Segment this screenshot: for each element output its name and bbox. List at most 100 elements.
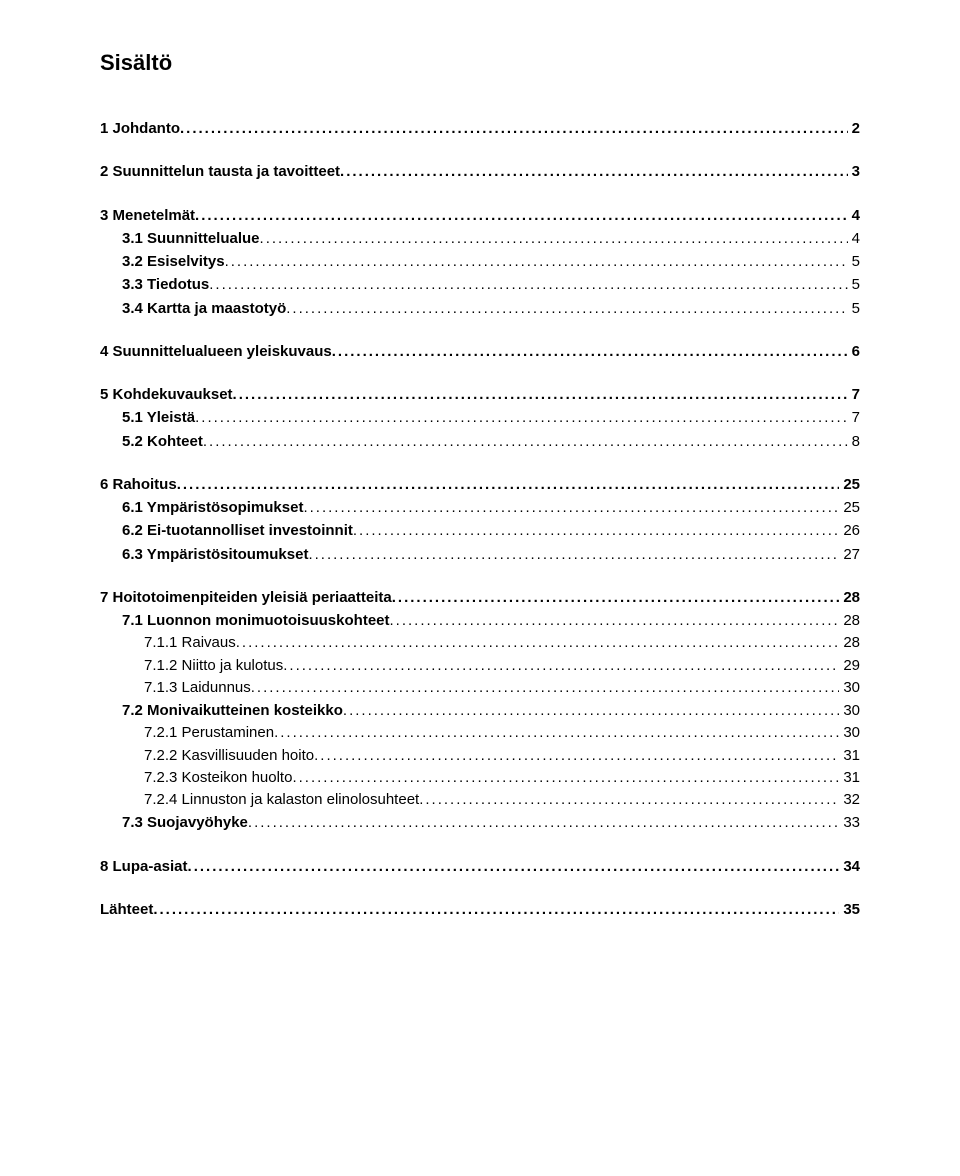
document-page: Sisältö 1 Johdanto 2 2 Suunnittelun taust… bbox=[0, 0, 960, 1176]
toc-entry-label: 7.2 Monivaikutteinen kosteikko bbox=[122, 702, 343, 719]
toc-entry-label: 6.3 Ympäristösitoumukset bbox=[122, 546, 308, 563]
toc-entry: 5.2 Kohteet 8 bbox=[122, 433, 860, 450]
toc-entry: 3.1 Suunnittelualue 4 bbox=[122, 230, 860, 247]
toc-leader-dots bbox=[195, 409, 848, 426]
toc-entry-page: 6 bbox=[848, 343, 860, 360]
toc-entry: 5 Kohdekuvaukset 7 bbox=[100, 386, 860, 403]
toc-entry-page: 3 bbox=[848, 163, 860, 180]
toc-entry-page: 30 bbox=[839, 702, 860, 719]
toc-leader-dots bbox=[195, 207, 848, 224]
toc-entry-label: 5.2 Kohteet bbox=[122, 433, 203, 450]
toc-entry-label: 3.4 Kartta ja maastotyö bbox=[122, 300, 286, 317]
toc-entry-page: 30 bbox=[839, 679, 860, 696]
toc-leader-dots bbox=[353, 522, 839, 539]
toc-leader-dots bbox=[203, 433, 848, 450]
toc-leader-dots bbox=[314, 747, 839, 764]
toc-entry-label: 7.2.2 Kasvillisuuden hoito bbox=[144, 747, 314, 764]
toc-entry-page: 34 bbox=[839, 858, 860, 875]
toc-entry-page: 5 bbox=[848, 253, 860, 270]
toc-leader-dots bbox=[283, 657, 839, 674]
toc-entry: 3.2 Esiselvitys 5 bbox=[122, 253, 860, 270]
toc-entry-page: 35 bbox=[839, 901, 860, 918]
toc-entry: 6.3 Ympäristösitoumukset 27 bbox=[122, 546, 860, 563]
toc-entry: 1 Johdanto 2 bbox=[100, 120, 860, 137]
toc-entry-label: 7.1 Luonnon monimuotoisuuskohteet bbox=[122, 612, 390, 629]
toc-leader-dots bbox=[225, 253, 848, 270]
toc-entry: 7.2.3 Kosteikon huolto 31 bbox=[144, 769, 860, 786]
toc-leader-dots bbox=[286, 300, 847, 317]
toc-entry: 5.1 Yleistä 7 bbox=[122, 409, 860, 426]
toc-entry-label: 7 Hoitotoimenpiteiden yleisiä periaattei… bbox=[100, 589, 392, 606]
toc-entry-page: 2 bbox=[848, 120, 860, 137]
toc-entry: 3 Menetelmät 4 bbox=[100, 207, 860, 224]
toc-entry-page: 5 bbox=[848, 276, 860, 293]
toc-entry-label: Lähteet bbox=[100, 901, 153, 918]
toc-leader-dots bbox=[153, 901, 839, 918]
toc-entry: Lähteet 35 bbox=[100, 901, 860, 918]
toc-entry: 3.3 Tiedotus 5 bbox=[122, 276, 860, 293]
toc-entry-label: 3 Menetelmät bbox=[100, 207, 195, 224]
toc-entry-page: 31 bbox=[839, 769, 860, 786]
toc-entry: 8 Lupa-asiat 34 bbox=[100, 858, 860, 875]
toc-entry-page: 26 bbox=[839, 522, 860, 539]
toc-leader-dots bbox=[260, 230, 848, 247]
toc-entry: 7 Hoitotoimenpiteiden yleisiä periaattei… bbox=[100, 589, 860, 606]
toc-entry: 4 Suunnittelualueen yleiskuvaus 6 bbox=[100, 343, 860, 360]
toc-entry-page: 8 bbox=[848, 433, 860, 450]
toc-entry-page: 28 bbox=[839, 634, 860, 651]
toc-entry-page: 7 bbox=[848, 409, 860, 426]
toc-entry: 6.1 Ympäristösopimukset 25 bbox=[122, 499, 860, 516]
toc-entry: 7.3 Suojavyöhyke 33 bbox=[122, 814, 860, 831]
toc-entry-page: 28 bbox=[839, 589, 860, 606]
toc-entry-label: 3.3 Tiedotus bbox=[122, 276, 209, 293]
toc-entry-label: 7.1.3 Laidunnus bbox=[144, 679, 251, 696]
toc-leader-dots bbox=[177, 476, 840, 493]
toc-entry-label: 3.1 Suunnittelualue bbox=[122, 230, 260, 247]
toc-leader-dots bbox=[251, 679, 840, 696]
toc-leader-dots bbox=[233, 386, 848, 403]
toc-entry: 6 Rahoitus 25 bbox=[100, 476, 860, 493]
toc-entry-label: 7.2.3 Kosteikon huolto bbox=[144, 769, 292, 786]
toc-entry-page: 27 bbox=[839, 546, 860, 563]
toc-leader-dots bbox=[274, 724, 839, 741]
toc-entry: 2 Suunnittelun tausta ja tavoitteet 3 bbox=[100, 163, 860, 180]
toc-leader-dots bbox=[248, 814, 839, 831]
toc-entry-label: 3.2 Esiselvitys bbox=[122, 253, 225, 270]
toc-entry-label: 6 Rahoitus bbox=[100, 476, 177, 493]
toc-leader-dots bbox=[419, 791, 839, 808]
toc-entry-label: 2 Suunnittelun tausta ja tavoitteet bbox=[100, 163, 340, 180]
table-of-contents: 1 Johdanto 2 2 Suunnittelun tausta ja tav… bbox=[100, 120, 860, 918]
toc-entry-label: 7.3 Suojavyöhyke bbox=[122, 814, 248, 831]
toc-entry-label: 7.2.4 Linnuston ja kalaston elinolosuhte… bbox=[144, 791, 419, 808]
toc-entry-page: 32 bbox=[839, 791, 860, 808]
toc-entry-label: 6.2 Ei-tuotannolliset investoinnit bbox=[122, 522, 353, 539]
toc-entry-label: 6.1 Ympäristösopimukset bbox=[122, 499, 303, 516]
toc-entry-page: 33 bbox=[839, 814, 860, 831]
toc-entry-label: 7.2.1 Perustaminen bbox=[144, 724, 274, 741]
toc-entry-page: 30 bbox=[839, 724, 860, 741]
toc-entry: 6.2 Ei-tuotannolliset investoinnit 26 bbox=[122, 522, 860, 539]
toc-entry-page: 25 bbox=[839, 476, 860, 493]
toc-entry-label: 7.1.2 Niitto ja kulotus bbox=[144, 657, 283, 674]
toc-leader-dots bbox=[292, 769, 839, 786]
toc-leader-dots bbox=[180, 120, 848, 137]
toc-entry: 7.2.1 Perustaminen 30 bbox=[144, 724, 860, 741]
toc-entry: 7.1.1 Raivaus 28 bbox=[144, 634, 860, 651]
page-title: Sisältö bbox=[100, 50, 860, 76]
toc-entry: 7.2 Monivaikutteinen kosteikko 30 bbox=[122, 702, 860, 719]
toc-entry-label: 1 Johdanto bbox=[100, 120, 180, 137]
toc-leader-dots bbox=[390, 612, 840, 629]
toc-entry-label: 4 Suunnittelualueen yleiskuvaus bbox=[100, 343, 332, 360]
toc-leader-dots bbox=[303, 499, 839, 516]
toc-leader-dots bbox=[188, 858, 840, 875]
toc-entry-page: 7 bbox=[848, 386, 860, 403]
toc-entry-label: 5 Kohdekuvaukset bbox=[100, 386, 233, 403]
toc-entry-page: 4 bbox=[848, 230, 860, 247]
toc-leader-dots bbox=[340, 163, 848, 180]
toc-entry: 7.1 Luonnon monimuotoisuuskohteet 28 bbox=[122, 612, 860, 629]
toc-entry-page: 29 bbox=[839, 657, 860, 674]
toc-entry: 7.2.4 Linnuston ja kalaston elinolosuhte… bbox=[144, 791, 860, 808]
toc-leader-dots bbox=[392, 589, 840, 606]
toc-entry: 3.4 Kartta ja maastotyö 5 bbox=[122, 300, 860, 317]
toc-leader-dots bbox=[209, 276, 847, 293]
